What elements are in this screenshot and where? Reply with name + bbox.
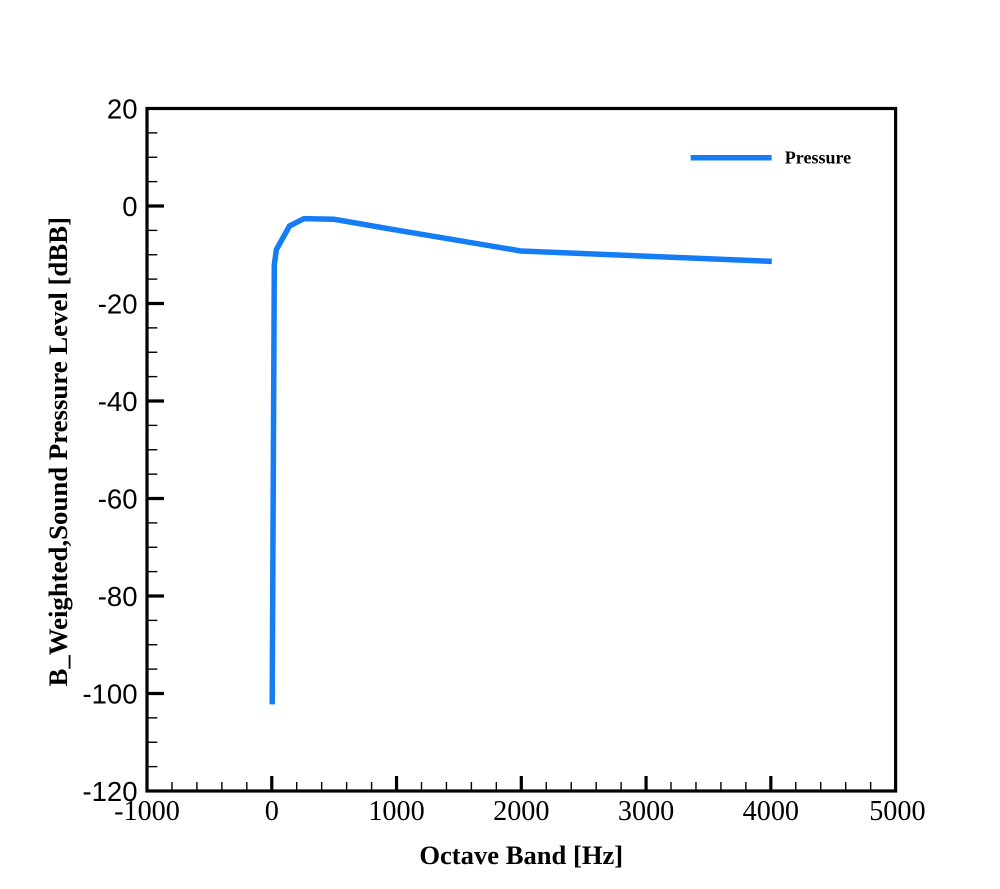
svg-text:20: 20: [107, 94, 138, 125]
svg-text:B_Weighted,Sound Pressure Leve: B_Weighted,Sound Pressure Level [dBB]: [43, 217, 73, 687]
svg-text:3000: 3000: [618, 796, 674, 827]
svg-text:-60: -60: [98, 484, 138, 515]
svg-text:-40: -40: [98, 386, 138, 417]
svg-text:Pressure: Pressure: [785, 148, 851, 168]
svg-text:-20: -20: [98, 289, 138, 320]
svg-text:-80: -80: [98, 581, 138, 612]
svg-text:0: 0: [122, 191, 137, 222]
svg-text:0: 0: [265, 796, 279, 827]
svg-text:-1000: -1000: [114, 796, 180, 827]
svg-text:Octave Band [Hz]: Octave Band [Hz]: [419, 840, 623, 870]
svg-text:4000: 4000: [743, 796, 799, 827]
svg-text:2000: 2000: [493, 796, 549, 827]
svg-text:1000: 1000: [368, 796, 424, 827]
svg-text:5000: 5000: [869, 796, 925, 827]
svg-text:-120: -120: [82, 776, 137, 807]
svg-text:-100: -100: [82, 679, 137, 710]
